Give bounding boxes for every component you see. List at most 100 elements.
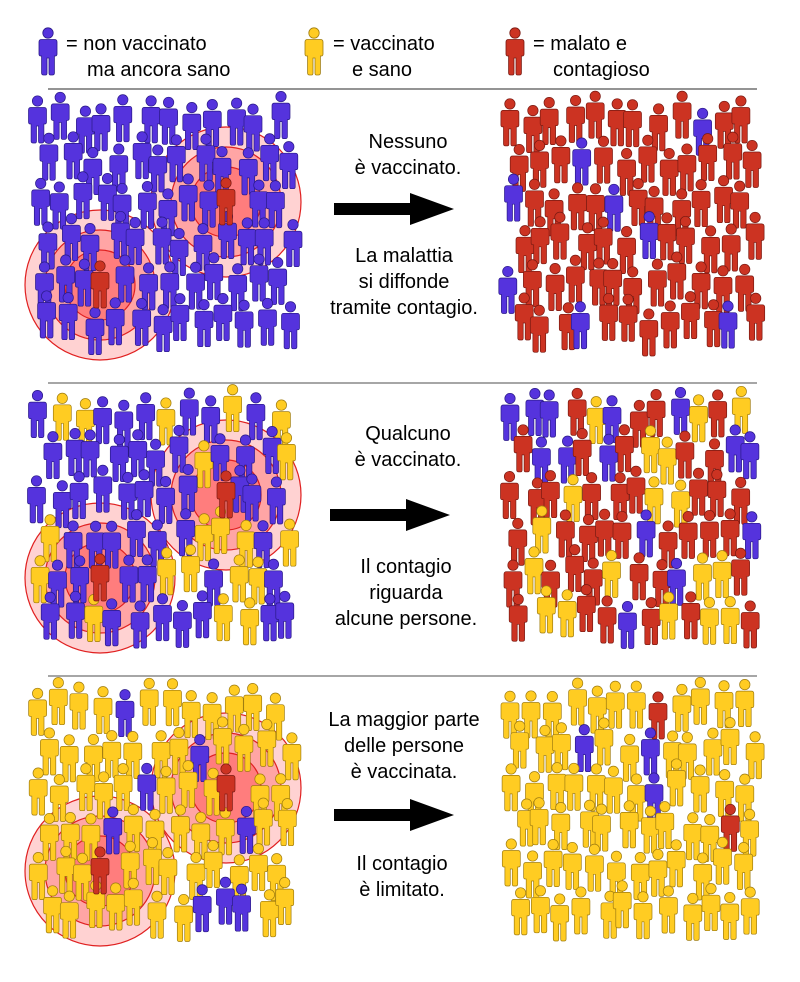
person-icon-unvaccinated xyxy=(500,392,520,441)
person-icon-unvaccinated xyxy=(192,884,212,933)
person-icon-sick xyxy=(735,263,755,312)
person-icon-unvaccinated xyxy=(258,297,277,346)
legend-label-vaccinated-line2: e sano xyxy=(352,59,412,81)
person-icon-vaccinated xyxy=(734,841,754,891)
person-icon-unvaccinated xyxy=(50,91,70,140)
panel-top-line: è vaccinato. xyxy=(355,157,462,179)
person-icon-sick xyxy=(585,90,605,139)
panel-top-line: La maggior parte xyxy=(328,709,479,731)
person-icon-unvaccinated xyxy=(38,27,58,76)
person-icon-vaccinated xyxy=(550,893,570,942)
arrow-right-icon xyxy=(334,193,454,225)
person-icon-unvaccinated xyxy=(271,90,291,140)
person-icon-sick xyxy=(708,389,728,438)
panel-no-vaccination: Nessuno è vaccinato. La malattia si diff… xyxy=(24,90,766,361)
person-icon-sick xyxy=(647,258,667,307)
person-icon-unvaccinated xyxy=(572,137,592,186)
person-icon-sick xyxy=(639,308,659,357)
person-icon-unvaccinated xyxy=(28,389,47,439)
person-icon-vaccinated xyxy=(304,27,324,76)
person-icon-sick xyxy=(623,99,642,148)
person-icon-sick xyxy=(500,98,520,147)
person-icon-vaccinated xyxy=(557,589,577,638)
person-icon-unvaccinated xyxy=(281,301,300,350)
legend-item-vaccinated: = vaccinato e sano xyxy=(304,27,435,81)
crowd-after xyxy=(498,90,766,357)
person-icon-unvaccinated xyxy=(91,103,111,152)
person-icon-sick xyxy=(660,300,680,349)
legend-label-vaccinated-line1: = vaccinato xyxy=(333,33,435,55)
person-icon-vaccinated xyxy=(720,891,740,940)
person-icon-vaccinated xyxy=(163,678,182,727)
person-icon-sick xyxy=(579,513,598,563)
person-icon-sick xyxy=(659,147,679,196)
person-icon-unvaccinated xyxy=(504,173,523,222)
person-icon-vaccinated xyxy=(174,893,194,942)
person-icon-sick xyxy=(617,147,637,196)
person-icon-vaccinated xyxy=(712,550,732,599)
panel-some-vaccinated: Qualcuno è vaccinato. Il contagio riguar… xyxy=(24,384,762,654)
person-icon-sick xyxy=(649,103,669,152)
person-icon-unvaccinated xyxy=(498,265,518,314)
crowd-after xyxy=(500,385,762,649)
arrow-right-icon xyxy=(334,799,454,831)
person-icon-sick xyxy=(566,94,586,143)
crowd-after xyxy=(500,676,765,942)
person-icon-unvaccinated xyxy=(31,177,51,226)
person-icon-unvaccinated xyxy=(234,299,254,348)
person-icon-vaccinated xyxy=(720,596,740,645)
person-icon-unvaccinated xyxy=(570,301,590,350)
person-icon-vaccinated xyxy=(720,717,740,766)
person-icon-sick xyxy=(572,427,592,477)
panel-bottom-line: alcune persone. xyxy=(335,608,477,630)
person-icon-vaccinated xyxy=(571,886,591,935)
panel-top-line: Nessuno xyxy=(369,131,448,153)
person-icon-vaccinated xyxy=(586,396,606,445)
person-icon-sick xyxy=(721,223,741,272)
person-icon-vaccinated xyxy=(568,677,588,726)
person-icon-sick xyxy=(675,430,695,479)
person-icon-vaccinated xyxy=(521,690,541,739)
person-icon-unvaccinated xyxy=(28,95,47,144)
person-icon-vaccinated xyxy=(657,436,677,485)
person-icon-vaccinated xyxy=(693,552,712,601)
person-icon-vaccinated xyxy=(683,812,703,861)
person-icon-vaccinated xyxy=(48,677,68,726)
person-icon-unvaccinated xyxy=(268,256,288,305)
panel-top-line: è vaccinata. xyxy=(351,761,458,783)
person-icon-unvaccinated xyxy=(93,396,113,445)
person-icon-unvaccinated xyxy=(213,292,233,342)
person-icon-unvaccinated xyxy=(618,600,637,649)
panel-top-line: Qualcuno xyxy=(365,423,451,445)
legend-label-sick-line2: contagioso xyxy=(553,59,650,81)
person-icon-sick xyxy=(742,139,762,188)
person-icon-vaccinated xyxy=(689,394,709,443)
panel-bottom-line: Il contagio xyxy=(356,853,447,875)
person-icon-vaccinated xyxy=(603,765,623,814)
person-icon-sick xyxy=(545,262,565,312)
person-icon-sick xyxy=(505,27,525,76)
person-icon-vaccinated xyxy=(501,763,521,812)
person-icon-vaccinated xyxy=(740,886,760,935)
panel-bottom-line: è limitato. xyxy=(359,879,445,901)
person-icon-vaccinated xyxy=(735,678,755,728)
panel-bottom-line: La malattia xyxy=(355,245,454,267)
person-icon-sick xyxy=(691,179,711,228)
person-icon-sick xyxy=(740,600,760,649)
panel-top-line: delle persone xyxy=(344,735,464,757)
person-icon-sick xyxy=(689,467,708,516)
person-icon-sick xyxy=(700,509,719,558)
person-icon-vaccinated xyxy=(28,687,48,736)
panels: Nessuno è vaccinato. La malattia si diff… xyxy=(24,90,766,947)
person-icon-vaccinated xyxy=(501,838,521,887)
panel-most-vaccinated: La maggior parte delle persone è vaccina… xyxy=(24,676,765,947)
panel-top-line: è vaccinato. xyxy=(355,449,462,471)
person-icon-unvaccinated xyxy=(172,599,192,648)
person-icon-unvaccinated xyxy=(671,386,690,435)
person-icon-sick xyxy=(539,96,559,146)
person-icon-vaccinated xyxy=(690,676,710,725)
crowd-before xyxy=(27,384,300,649)
arrow-right-icon xyxy=(330,499,450,531)
person-icon-vaccinated xyxy=(500,690,520,739)
legend-item-unvaccinated: = non vaccinato ma ancora sano xyxy=(38,27,230,81)
